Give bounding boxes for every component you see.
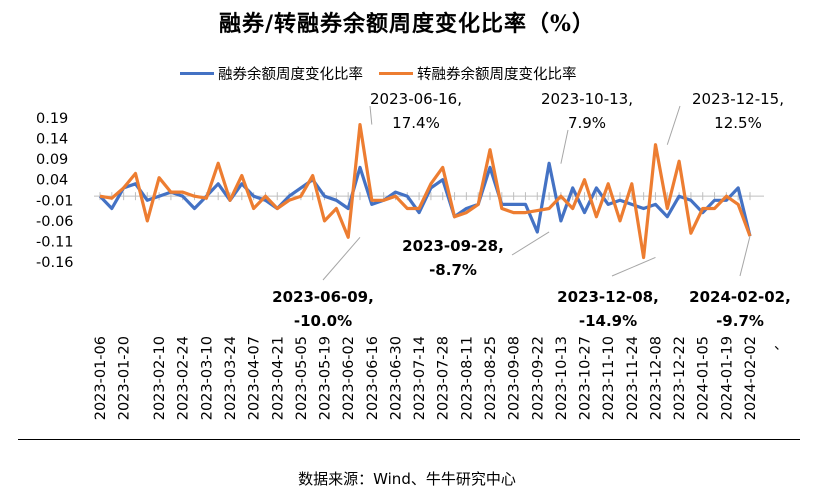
legend-label-refinancing-short: 转融券余额周度变化比率 (417, 67, 577, 83)
x-tick-label: 2023-04-07 (247, 336, 263, 420)
source-note: 数据来源：Wind、牛牛研究中心 (298, 470, 516, 488)
line-chart: 0.19 0.14 0.09 0.04 -0.01 -0.06 -0.11 -0.16 2023… (36, 90, 791, 420)
legend-swatch-orange (379, 72, 413, 75)
x-tick-label: 2023-11-24 (625, 336, 641, 420)
annotation-label-date: 2024-02-02, (689, 288, 791, 306)
x-tick-label: 2023-12-08 (648, 336, 664, 420)
legend-item-refinancing-short: 转融券余额周度变化比率 (379, 63, 577, 84)
x-tick-label: 2023-07-14 (412, 336, 428, 420)
x-tick-label: 2023-09-22 (530, 336, 546, 420)
series-line-1 (99, 122, 752, 260)
x-tick-label: 2023-04-21 (270, 336, 286, 420)
x-tick-label: 2023-06-30 (388, 336, 404, 420)
x-tick-label: 2023-08-11 (459, 336, 475, 420)
x-tick-label: 2023-01-20 (117, 336, 133, 420)
annotation-leader (511, 231, 550, 256)
annotation-leader (739, 235, 751, 277)
annotation-label-value: -9.7% (716, 312, 764, 330)
y-tick-label: -0.01 (36, 193, 74, 209)
x-tick-label: 2023-11-10 (601, 336, 617, 420)
annotation-label-value: -8.7% (429, 261, 477, 279)
x-tick-label: 2024-01-19 (719, 336, 735, 420)
x-tick-label: 2023-05-19 (318, 336, 334, 420)
x-tick-stray-mark: 、 (774, 337, 788, 353)
x-tick-label: 2023-02-24 (176, 336, 192, 420)
x-tick-label: 2023-01-06 (93, 336, 109, 420)
annotation-label-value: 12.5% (714, 114, 762, 132)
annotation-label-date: 2023-09-28, (402, 237, 504, 255)
annotation-label-date: 2023-06-16, (370, 90, 462, 108)
annotation-label-value: 17.4% (392, 114, 440, 132)
annotation-label-value: -10.0% (294, 312, 352, 330)
annotation-leader (666, 105, 681, 145)
y-tick-label: 0.04 (36, 173, 68, 189)
y-tick-label: 0.09 (36, 152, 68, 168)
x-tick-label: 2023-09-08 (507, 336, 523, 420)
annotation-label-date: 2023-06-09, (272, 288, 374, 306)
annotation-label-date: 2023-10-13, (541, 90, 633, 108)
x-tick-label: 2024-02-02 (743, 336, 759, 420)
x-tick-label: 2023-05-05 (294, 336, 310, 420)
legend-item-margin-short: 融券余额周度变化比率 (180, 63, 363, 84)
annotation-leader (369, 105, 373, 125)
x-tick-label: 2023-10-27 (578, 336, 594, 420)
annotation-leader (560, 129, 569, 164)
x-tick-label: 2023-02-10 (152, 336, 168, 420)
x-tick-label: 2023-06-02 (341, 336, 357, 420)
annotation-label-value: -14.9% (579, 312, 637, 330)
y-tick-label: -0.16 (36, 255, 74, 271)
y-tick-label: -0.06 (36, 214, 74, 230)
x-tick-label: 2023-06-16 (365, 336, 381, 420)
chart-title: 融券/转融券余额周度变化比率（%） (219, 11, 595, 37)
annotation-label-date: 2023-12-15, (692, 90, 784, 108)
annotation-label-value: 7.9% (568, 114, 606, 132)
bottom-divider (18, 439, 800, 440)
y-tick-label: 0.19 (36, 111, 68, 127)
annotation-leader (611, 257, 656, 277)
annotation-label-date: 2023-12-08, (557, 288, 659, 306)
x-tick-label: 2023-08-25 (483, 336, 499, 420)
x-tick-label: 2024-01-05 (696, 336, 712, 420)
legend-swatch-blue (180, 72, 214, 75)
x-tick-label: 2023-12-22 (672, 336, 688, 420)
legend: 融券余额周度变化比率 转融券余额周度变化比率 (180, 63, 593, 84)
annotation-leader (322, 236, 361, 281)
y-tick-label: -0.11 (36, 234, 74, 250)
x-tick-label: 2023-03-24 (223, 336, 239, 420)
x-tick-label: 2023-07-28 (436, 336, 452, 420)
legend-label-margin-short: 融券余额周度变化比率 (218, 67, 363, 83)
x-tick-label: 2023-10-13 (554, 336, 570, 420)
x-tick-label: 2023-03-10 (199, 336, 215, 420)
y-tick-label: 0.14 (36, 132, 68, 148)
